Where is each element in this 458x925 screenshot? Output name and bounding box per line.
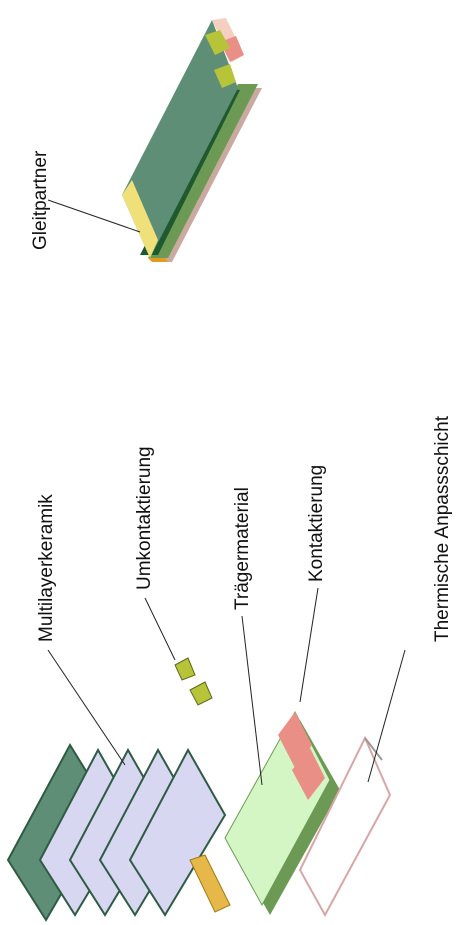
- label: Thermische Anpassschicht: [432, 415, 453, 642]
- thermische-part: [298, 735, 392, 918]
- multilayer-plates: [6, 742, 227, 922]
- label: Kontaktierung: [306, 465, 327, 582]
- label: Trägermaterial: [232, 487, 253, 610]
- traeger-part: [224, 710, 340, 915]
- label: Multilayerkeramik: [36, 494, 57, 642]
- label: Gleitpartner: [30, 150, 51, 250]
- leader-lines: [47, 199, 406, 786]
- label: Umkontaktierung: [134, 446, 155, 590]
- gleitpartner-part: [122, 18, 262, 262]
- umkontaktierung-part: [174, 657, 231, 913]
